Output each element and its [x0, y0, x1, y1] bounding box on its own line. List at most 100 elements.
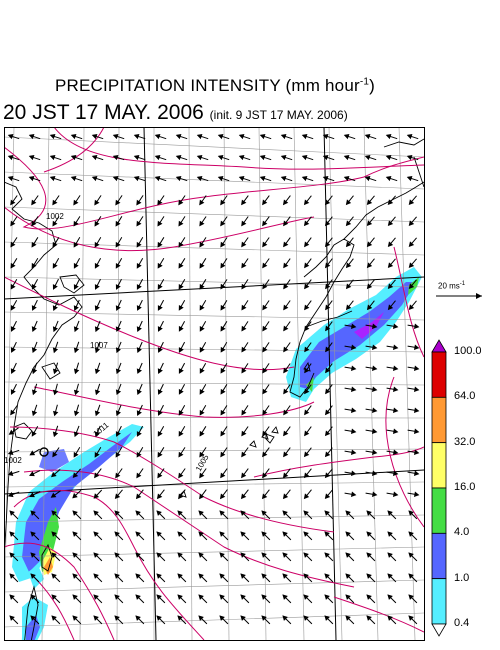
wind-arrow-head	[30, 552, 36, 558]
wind-arrow-head	[112, 133, 119, 140]
wind-arrow-head	[303, 451, 310, 458]
wind-arrow-head	[413, 365, 420, 371]
wind-arrow-head	[136, 199, 142, 206]
colorbar-box-4	[431, 532, 447, 580]
wind-arrow-head	[199, 262, 205, 269]
wind-arrow-head	[28, 133, 35, 140]
wind-arrow-head	[385, 175, 392, 182]
wind-arrow-head	[261, 573, 267, 579]
colorbar-box-0	[431, 351, 447, 398]
wind-arrow-head	[282, 573, 288, 579]
wind-arrow-head	[220, 451, 226, 458]
wind-arrow-head	[10, 262, 16, 269]
wind-arrow-head	[157, 283, 163, 290]
wind-arrow-head	[49, 175, 56, 182]
wind-arrow-head	[157, 347, 163, 353]
wind-arrow-head	[301, 133, 308, 140]
wind-arrow-head	[177, 594, 183, 600]
wind-arrow-head	[241, 388, 247, 395]
wind-arrow-head	[157, 326, 163, 332]
precipitation-shading	[12, 267, 422, 640]
wind-arrow-head	[350, 470, 357, 476]
wind-arrow-head	[199, 304, 205, 311]
wind-arrow-head	[241, 367, 247, 374]
wind-arrow-head	[10, 304, 16, 311]
wind-arrow-head	[157, 220, 163, 227]
wind-arrow-head	[112, 154, 119, 161]
wind-arrow-head	[136, 451, 142, 458]
wind-arrow-head	[283, 262, 289, 269]
wind-arrow-head	[282, 594, 288, 600]
wind-arrow-head	[52, 451, 58, 458]
wind-arrow-head	[371, 491, 378, 497]
wind-arrow-head	[72, 531, 78, 537]
wind-arrow-head	[385, 133, 392, 140]
wind-arrow-head	[220, 304, 226, 311]
wind-arrow-head	[303, 510, 309, 516]
wind-arrow-head	[303, 199, 310, 206]
wind-arrow-head	[94, 368, 101, 375]
wind-arrow-head	[241, 241, 247, 248]
wind-arrow-head	[156, 510, 162, 516]
wind-arrow-head	[324, 451, 331, 458]
wind-arrow-head	[366, 531, 372, 537]
wind-arrow-head	[157, 472, 163, 479]
wind-arrow-head	[220, 241, 226, 248]
wind-arrow-head	[240, 573, 246, 579]
wind-arrow-head	[240, 531, 246, 537]
wind-arrow-head	[324, 220, 331, 227]
wind-arrow-head	[136, 472, 142, 479]
wind-arrow-head	[262, 409, 268, 416]
wind-arrow-head	[345, 241, 352, 248]
wind-arrow-head	[94, 284, 100, 290]
wind-arrow-head	[219, 510, 225, 516]
wind-arrow-head	[392, 386, 399, 392]
wind-arrow-head	[178, 347, 184, 353]
wind-arrow-head	[198, 531, 204, 537]
wind-arrow-head	[73, 368, 80, 375]
wind-arrow-head	[157, 262, 163, 269]
wind-arrow-head	[283, 220, 289, 227]
wind-arrow-head	[262, 199, 268, 206]
wind-arrow-head	[282, 531, 288, 537]
colorbar-box-5	[431, 578, 447, 625]
wind-arrow-head	[199, 241, 205, 248]
wind-arrow-head	[30, 531, 36, 537]
wind-arrow-head	[91, 175, 98, 182]
wind-arrow-head	[220, 346, 226, 353]
wind-arrow-head	[31, 430, 37, 437]
wind-arrow-head	[178, 304, 184, 311]
wind-arrow-head	[73, 451, 79, 458]
wind-arrow-head	[72, 510, 78, 516]
wind-arrow-head	[136, 368, 142, 374]
wind-arrow-head	[157, 241, 163, 248]
wind-arrow-head	[7, 133, 14, 140]
init-time-subtitle: (init. 9 JST 17 MAY. 2006)	[209, 108, 348, 122]
wind-arrow-head	[350, 449, 357, 455]
wind-arrow-head	[133, 154, 140, 161]
wind-arrow-head	[198, 573, 204, 579]
wind-arrow-head	[51, 573, 57, 579]
wind-arrow-head	[241, 346, 247, 353]
wind-arrow-head	[350, 407, 357, 413]
wind-arrow-head	[175, 154, 182, 161]
wind-arrow-head	[199, 388, 205, 395]
wind-arrow-head	[177, 510, 183, 516]
wind-arrow-head	[220, 325, 226, 332]
wind-arrow-head	[371, 428, 378, 434]
wind-arrow-head	[220, 409, 226, 416]
wind-arrow-head	[303, 493, 310, 500]
wind-arrow-head	[219, 573, 225, 579]
wind-arrow-head	[283, 241, 289, 248]
wind-arrow-head	[304, 283, 310, 290]
wind-arrow-head	[198, 510, 204, 516]
wind-arrow-head	[94, 220, 100, 227]
wind-arrow-head	[364, 154, 371, 161]
wind-arrow-head	[136, 389, 142, 395]
wind-arrow-head	[94, 241, 100, 248]
wind-arrow-head	[72, 472, 79, 478]
wind-arrow-head	[241, 430, 247, 437]
wind-arrow-head	[199, 409, 205, 416]
precipitation-map: 1002 1007 1011 1005 1002	[4, 127, 425, 641]
wind-arrow-head	[324, 199, 331, 206]
